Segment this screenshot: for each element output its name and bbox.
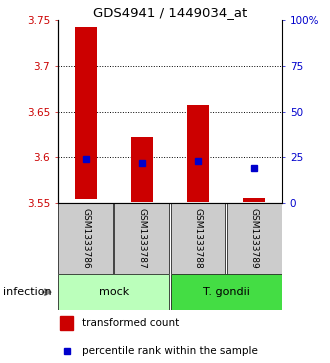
Bar — [227, 203, 281, 274]
Text: GSM1333786: GSM1333786 — [81, 208, 90, 269]
Bar — [171, 274, 281, 310]
Text: mock: mock — [99, 287, 129, 297]
Text: GSM1333788: GSM1333788 — [193, 208, 203, 269]
Text: GSM1333787: GSM1333787 — [137, 208, 147, 269]
Bar — [171, 203, 225, 274]
Bar — [243, 198, 265, 202]
Bar — [187, 105, 209, 202]
Bar — [131, 137, 153, 202]
Title: GDS4941 / 1449034_at: GDS4941 / 1449034_at — [93, 6, 247, 19]
Bar — [58, 203, 113, 274]
Text: GSM1333789: GSM1333789 — [249, 208, 259, 269]
Bar — [60, 315, 74, 330]
Bar — [75, 27, 97, 199]
Text: T. gondii: T. gondii — [203, 287, 249, 297]
Bar — [115, 203, 169, 274]
Text: percentile rank within the sample: percentile rank within the sample — [82, 346, 258, 356]
Bar — [58, 274, 169, 310]
Text: infection: infection — [3, 287, 51, 297]
Text: transformed count: transformed count — [82, 318, 180, 328]
